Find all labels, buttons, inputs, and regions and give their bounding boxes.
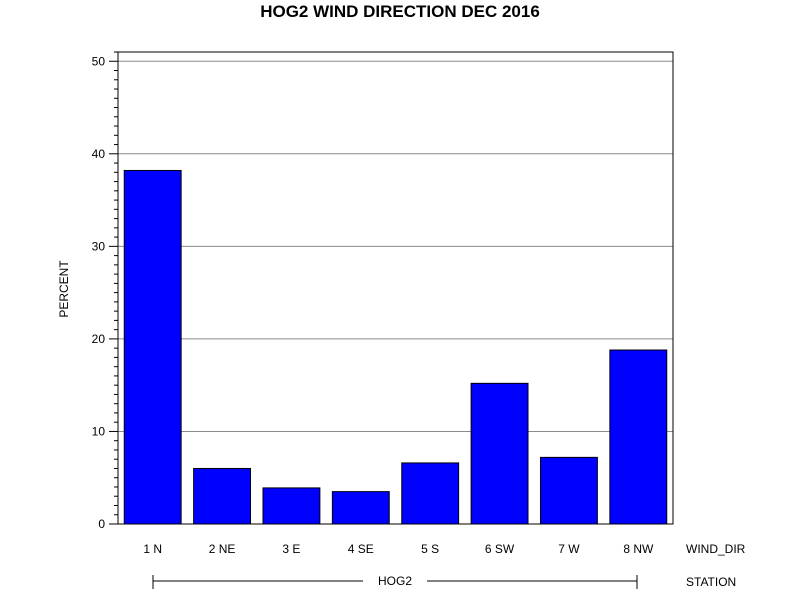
bar [123,169,182,525]
x-axis-tick-labels: 1 N 2 NE 3 E 4 SE 5 S 6 SW 7 W 8 NW [143,542,654,556]
y-axis-ticks: 0 10 20 30 40 50 [92,51,118,531]
x-tick-label: 5 S [421,542,439,556]
gridlines [118,60,673,432]
chart-title: HOG2 WIND DIRECTION DEC 2016 [260,2,540,21]
bar [539,456,598,525]
y-tick-label: 10 [92,424,106,438]
y-tick-label: 0 [98,517,105,531]
bar [470,382,529,525]
bars [123,169,668,525]
x-tick-label: 8 NW [623,542,654,556]
bar [401,462,460,525]
x-tick-label: 7 W [558,542,580,556]
y-tick-label: 50 [92,54,106,68]
y-tick-label: 30 [92,239,106,253]
x-axis-label: WIND_DIR [686,542,746,556]
bar [262,487,321,525]
station-group-bracket: HOG2 [152,574,638,589]
x-tick-label: 2 NE [209,542,236,556]
station-group-value: HOG2 [378,574,412,588]
bar [609,349,668,525]
y-axis-label: PERCENT [57,260,71,318]
x-tick-label: 4 SE [348,542,374,556]
bar [331,491,390,525]
bar [193,467,252,525]
group-axis-label: STATION [686,575,736,589]
y-tick-label: 40 [92,147,106,161]
plot-frame [117,51,674,525]
x-tick-label: 1 N [143,542,162,556]
y-tick-label: 20 [92,332,106,346]
x-tick-label: 3 E [282,542,300,556]
x-tick-label: 6 SW [485,542,515,556]
